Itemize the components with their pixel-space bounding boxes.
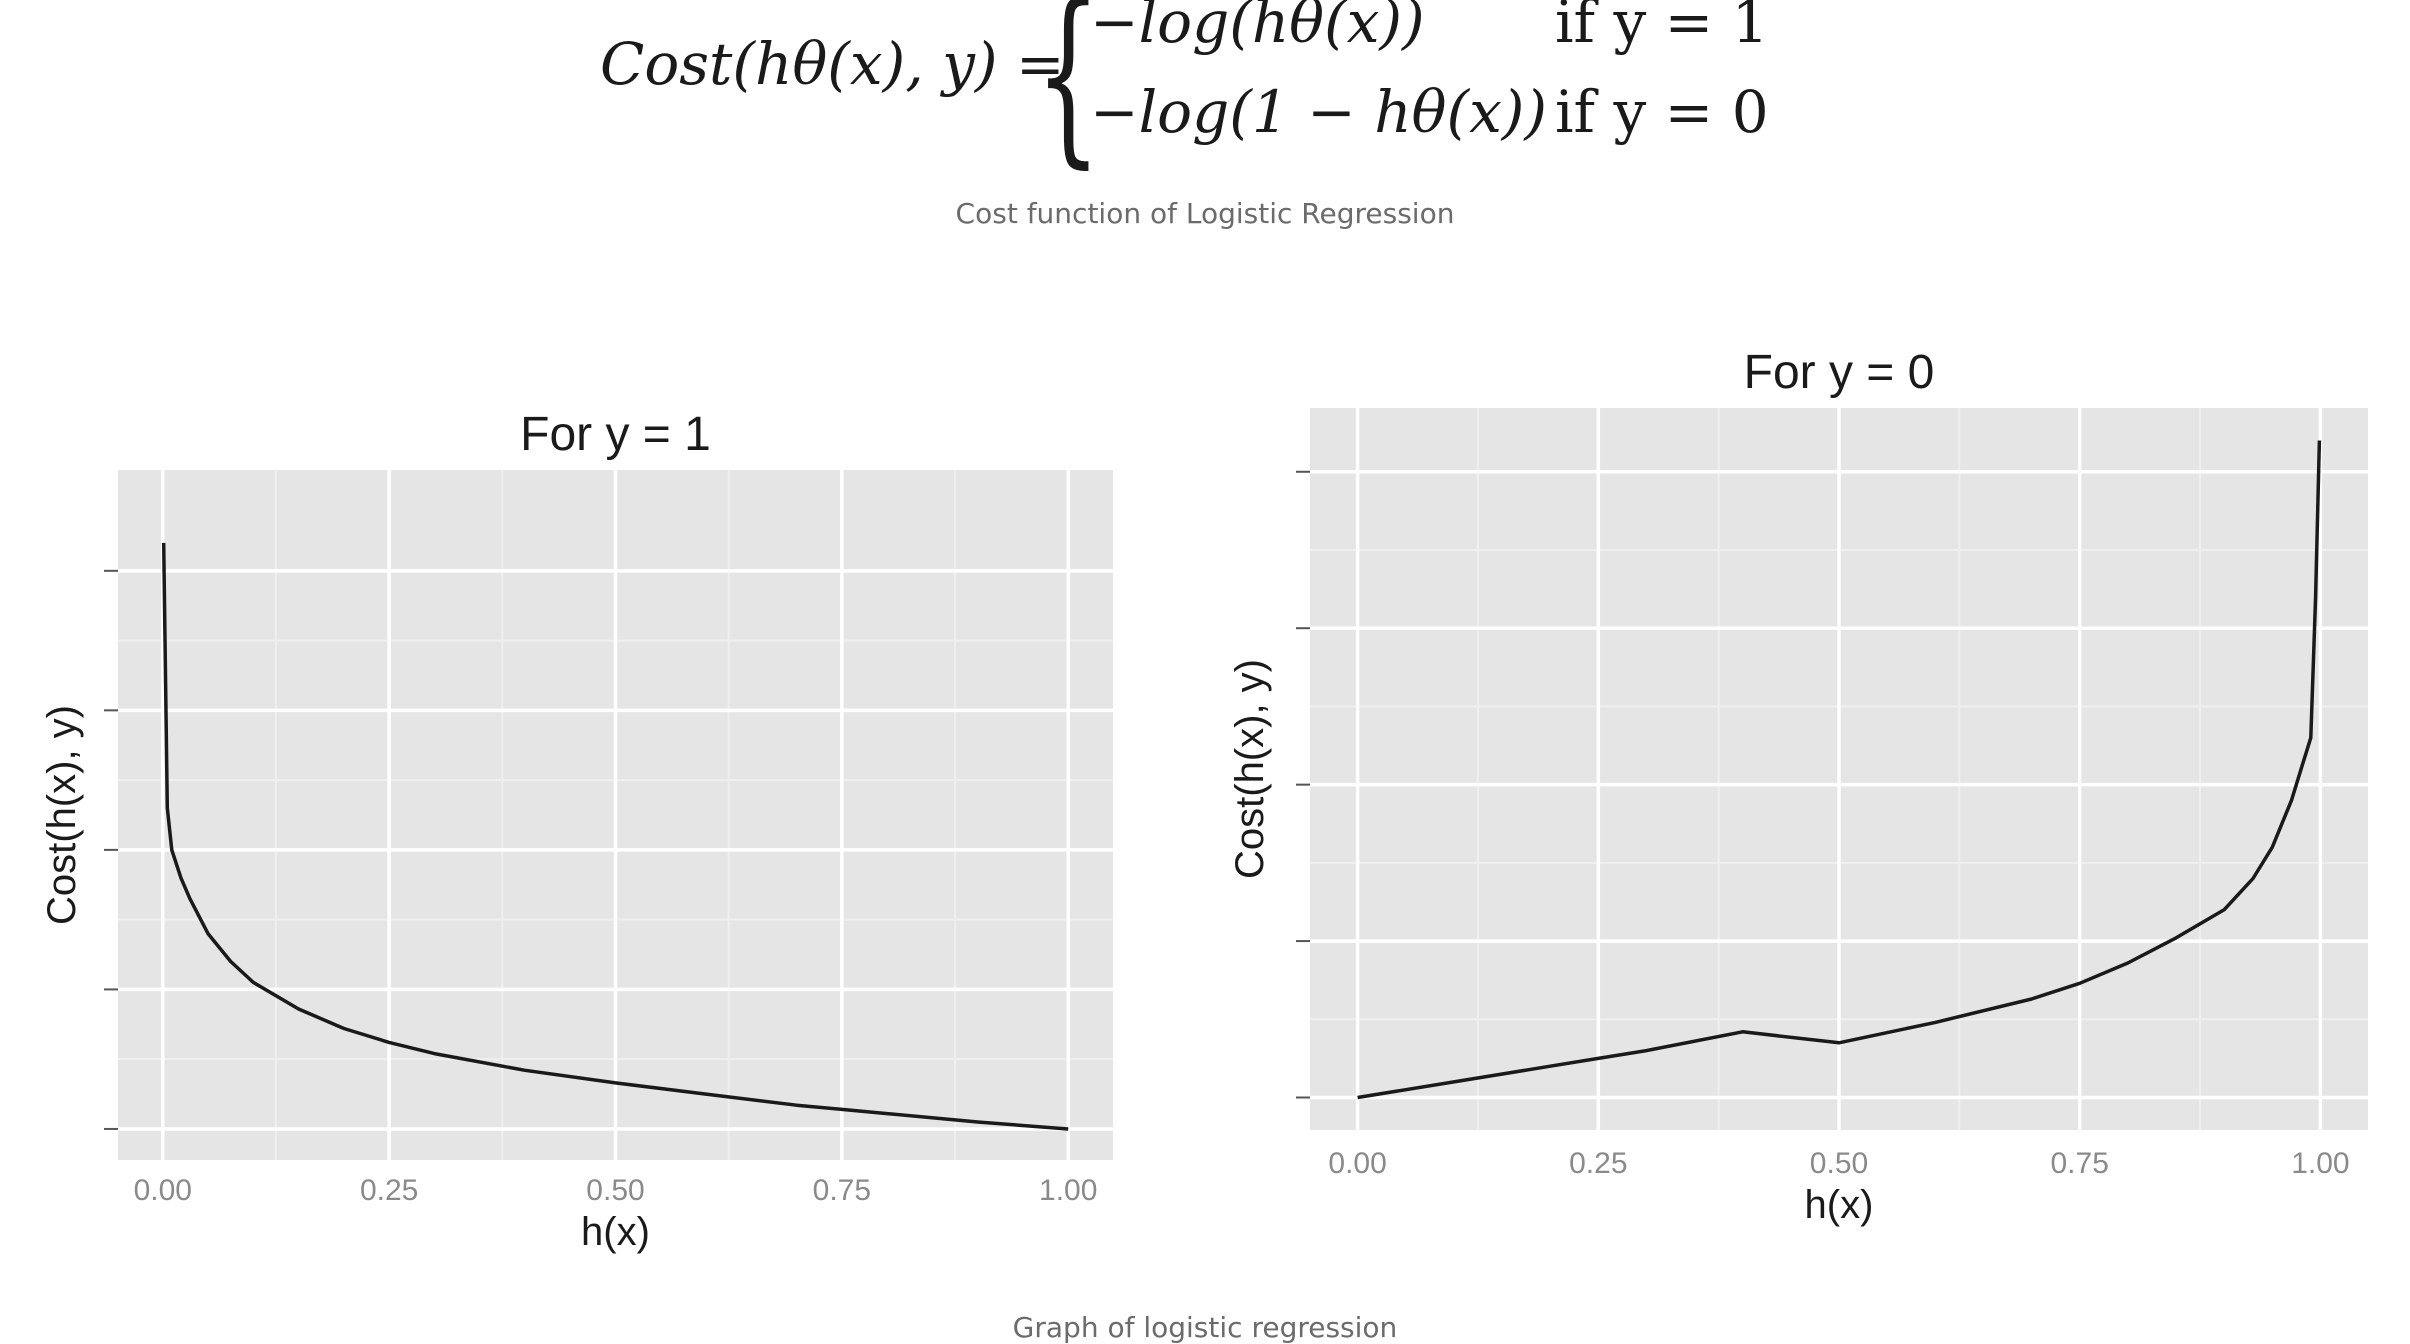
chart-panel-1: 0.00 0.25 0.50 0.75 1.00 For y = 1 h(x) Cost(h(… <box>40 408 1113 1254</box>
x-tick-label: 0.00 <box>134 1174 192 1207</box>
formula-caption: Cost function of Logistic Regression <box>955 197 1455 230</box>
chart-title: For y = 0 <box>1744 346 1935 399</box>
cost-curve-line <box>161 542 1069 1131</box>
x-axis-label: h(x) <box>1805 1183 1874 1227</box>
formula-condition-1: if y = 1 <box>1555 0 1769 56</box>
x-tick-label: 1.00 <box>1039 1174 1097 1207</box>
charts-figure: 0.00 0.25 0.50 0.75 1.00 For y = 1 h(x) Cost(h(… <box>40 346 2368 1254</box>
formula-case-2: −log(1 − hθ(x)) <box>1090 78 1548 146</box>
formula-brace: { <box>1035 0 1102 185</box>
x-tick-label: 0.25 <box>1569 1147 1627 1180</box>
x-axis-label: h(x) <box>581 1210 650 1254</box>
graph-caption: Graph of logistic regression <box>1012 1311 1398 1344</box>
x-tick-label: 0.50 <box>586 1174 644 1207</box>
x-tick-label: 0.75 <box>2050 1147 2108 1180</box>
x-tick-label: 1.00 <box>2291 1147 2349 1180</box>
x-tick-label: 0.50 <box>1810 1147 1868 1180</box>
x-tick-label: 0.00 <box>1328 1147 1386 1180</box>
y-axis-label: Cost(h(x), y) <box>40 705 84 925</box>
formula-lhs: Cost(hθ(x), y) = <box>600 30 1065 98</box>
cost-curve-line <box>1357 440 2322 1100</box>
chart-panel-2: 0.00 0.25 0.50 0.75 1.00 For y = 0 h(x) Cost(h(… <box>1228 346 2368 1227</box>
x-tick-label: 0.75 <box>813 1174 871 1207</box>
cost-formula: Cost(hθ(x), y) = { −log(hθ(x)) if y = 1 … <box>600 0 1800 170</box>
formula-case-1: −log(hθ(x)) <box>1090 0 1425 56</box>
chart-title: For y = 1 <box>520 408 711 461</box>
y-axis-label: Cost(h(x), y) <box>1228 659 1272 879</box>
formula-condition-2: if y = 0 <box>1555 78 1769 146</box>
x-tick-label: 0.25 <box>360 1174 418 1207</box>
